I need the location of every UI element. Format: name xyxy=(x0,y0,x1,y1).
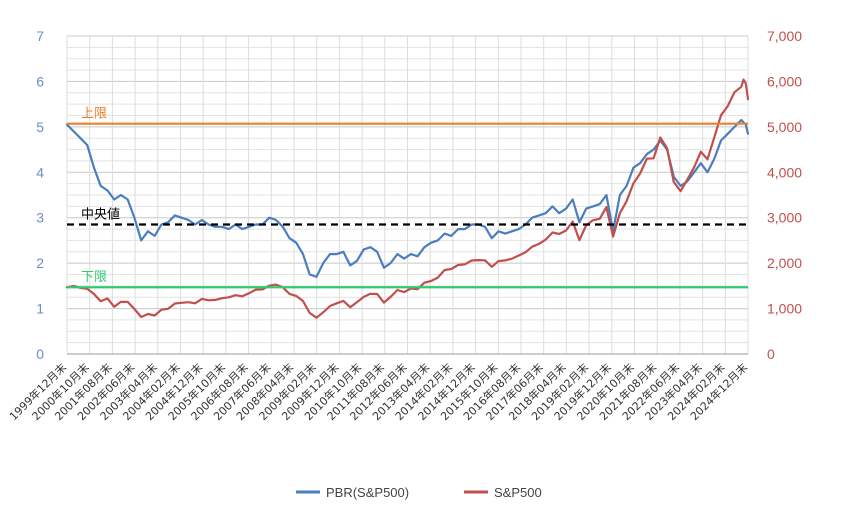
reference-line-label: 上限 xyxy=(81,107,107,122)
sp500-series-line xyxy=(65,78,750,319)
left-tick-label: 5 xyxy=(36,119,44,135)
left-tick-label: 2 xyxy=(36,255,44,271)
left-axis-ticks: 0 1 2 3 4 5 6 7 xyxy=(36,28,44,362)
right-tick-label: 1,000 xyxy=(767,301,802,317)
legend-label-pbr: PBR(S&P500) xyxy=(326,485,409,500)
right-tick-label: 6,000 xyxy=(767,73,802,89)
right-tick-label: 3,000 xyxy=(767,210,802,226)
right-tick-label: 7,000 xyxy=(767,28,802,44)
left-tick-label: 1 xyxy=(36,301,44,317)
reference-line-label: 中央値 xyxy=(81,207,120,223)
reference-line-label: 下限 xyxy=(81,270,107,285)
left-tick-label: 3 xyxy=(36,210,44,226)
right-axis-ticks: 0 1,000 2,000 3,000 4,000 5,000 6,000 7,000 xyxy=(767,28,802,362)
legend: PBR(S&P500) S&P500 xyxy=(296,485,542,500)
pbr-series-line xyxy=(65,118,750,278)
gridlines xyxy=(66,35,749,355)
x-axis-ticks: 1999年12月末2000年10月末2001年08月末2002年06月末2003… xyxy=(6,360,750,423)
left-tick-label: 6 xyxy=(36,73,44,89)
legend-label-sp500: S&P500 xyxy=(494,485,542,500)
right-tick-label: 5,000 xyxy=(767,119,802,135)
right-tick-label: 0 xyxy=(767,346,775,362)
right-tick-label: 4,000 xyxy=(767,164,802,180)
right-tick-label: 2,000 xyxy=(767,255,802,271)
series-layer xyxy=(65,78,750,319)
left-tick-label: 0 xyxy=(36,346,44,362)
left-tick-label: 4 xyxy=(36,164,44,180)
left-tick-label: 7 xyxy=(36,28,44,44)
